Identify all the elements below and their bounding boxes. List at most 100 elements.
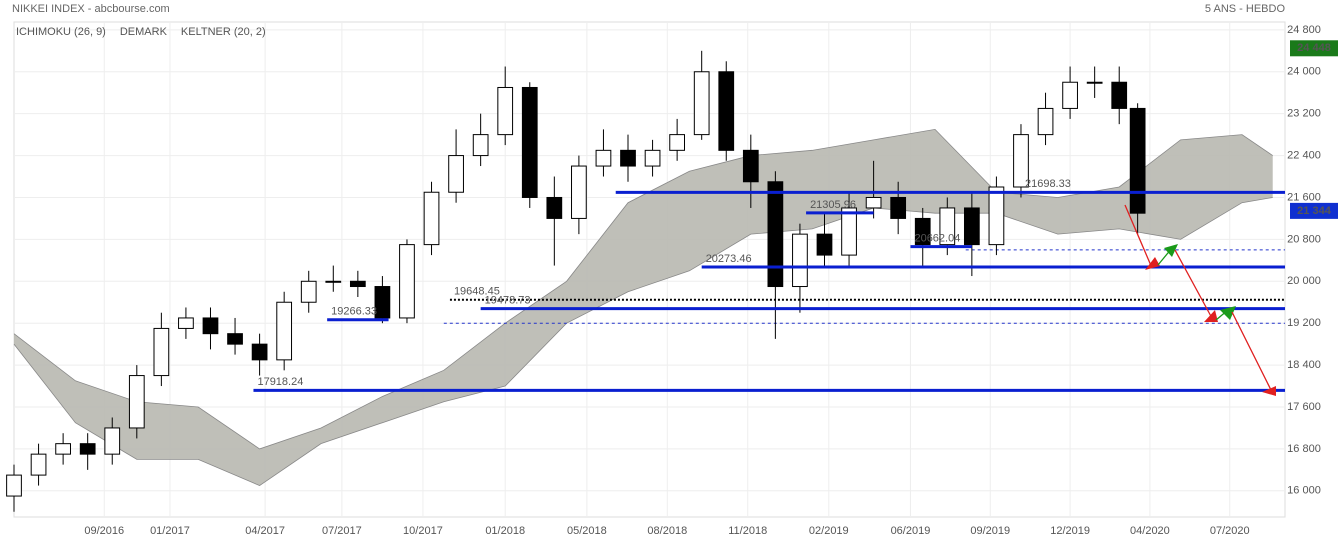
- price-tag-label: 21 344: [1297, 205, 1332, 217]
- y-tick-label: 22 400: [1287, 149, 1321, 161]
- x-tick-label: 04/2017: [245, 525, 285, 537]
- y-tick-label: 18 400: [1287, 359, 1321, 371]
- candle-body: [644, 149, 661, 167]
- candle-body: [718, 71, 735, 151]
- price-tag: [1290, 40, 1338, 57]
- x-tick-label: 05/2018: [567, 525, 607, 537]
- scenario-arrows: [1124, 204, 1276, 396]
- candle-body: [669, 134, 685, 151]
- price-tag: [1290, 202, 1338, 219]
- x-tick-label: 09/2016: [84, 525, 124, 537]
- x-tick-label: 01/2017: [150, 525, 190, 537]
- arrowhead: [1164, 244, 1178, 257]
- candle-body: [104, 427, 121, 455]
- candle-body: [300, 280, 317, 303]
- candle-body: [448, 155, 464, 193]
- y-tick-label: 20 800: [1287, 233, 1321, 245]
- candle-body: [6, 474, 22, 497]
- candle-body: [349, 280, 366, 288]
- candle-body: [521, 86, 538, 198]
- y-tick-label: 24 000: [1287, 66, 1321, 78]
- candle-body: [767, 181, 784, 288]
- y-tick-label: 19 200: [1287, 317, 1321, 329]
- level-label: 19648.45: [454, 286, 500, 298]
- candle-body: [914, 217, 931, 246]
- candle-body: [79, 443, 96, 455]
- level-label: 20662.04: [914, 233, 960, 245]
- chart-subtitle: 5 ANS - HEBDO: [1205, 3, 1286, 15]
- level-label: 19478.73: [485, 294, 531, 306]
- y-tick-label: 16 800: [1287, 443, 1321, 455]
- level-label: 19266.33: [331, 306, 377, 318]
- level-label: 21698.33: [1025, 178, 1071, 190]
- x-tick-label: 06/2019: [891, 525, 931, 537]
- x-tick-label: 04/2020: [1130, 525, 1170, 537]
- candle-body: [251, 343, 268, 361]
- candle-body: [1129, 107, 1146, 214]
- x-tick-label: 11/2018: [728, 525, 767, 537]
- candle-body: [841, 207, 857, 256]
- candle-body: [963, 207, 980, 246]
- plot: 19648.45 21698.33 21305.96 20662.04 20273.46…: [6, 22, 1285, 517]
- arrow: [1174, 249, 1214, 321]
- legend-entry: ICHIMOKU (26, 9): [16, 26, 106, 38]
- candle-body: [792, 233, 808, 288]
- level-label: 21305.96: [810, 199, 856, 211]
- level-label: 17918.24: [257, 376, 303, 388]
- candle-body: [497, 86, 514, 136]
- candle-body: [890, 196, 907, 219]
- candle-body: [227, 333, 243, 345]
- x-tick-label: 12/2019: [1050, 525, 1090, 537]
- x-tick-label: 09/2019: [970, 525, 1010, 537]
- candle-body: [399, 244, 415, 319]
- candle-body: [325, 280, 342, 283]
- chart-title: NIKKEI INDEX - abcbourse.com: [12, 3, 170, 15]
- candle-body: [374, 286, 391, 319]
- candle-body: [1062, 81, 1078, 109]
- x-tick-label: 08/2018: [647, 525, 687, 537]
- candle-body: [276, 301, 293, 361]
- candle-body: [128, 375, 145, 429]
- candle-body: [571, 165, 587, 219]
- arrowhead: [1145, 257, 1160, 270]
- candle-body: [153, 327, 170, 377]
- candle-body: [1037, 107, 1054, 136]
- x-tick-label: 07/2020: [1210, 525, 1250, 537]
- cloud-edge: [13, 197, 1273, 487]
- x-tick-label: 01/2018: [485, 525, 525, 537]
- level-label: 20273.46: [706, 253, 752, 265]
- candle-body: [742, 149, 759, 183]
- candle-body: [620, 149, 636, 167]
- candle-body: [988, 186, 1005, 246]
- candle-body: [178, 317, 194, 329]
- candle-body: [546, 196, 563, 219]
- candle-body: [30, 453, 47, 476]
- plot-frame: [13, 21, 1286, 518]
- candle-body: [202, 317, 219, 335]
- candle-body: [865, 196, 882, 209]
- arrow: [1231, 311, 1273, 393]
- candle-body: [1111, 81, 1128, 109]
- candle-body: [693, 71, 710, 136]
- x-tick-label: 02/2019: [809, 525, 849, 537]
- y-tick-label: 17 600: [1287, 401, 1321, 413]
- candle-body: [1086, 81, 1103, 84]
- legend-entry: KELTNER (20, 2): [181, 26, 266, 38]
- ichimoku-cloud: [14, 129, 1273, 486]
- arrowhead: [1220, 306, 1236, 320]
- price-tag-label: 24 448: [1297, 42, 1331, 54]
- candle-body: [423, 191, 440, 246]
- candle-body: [816, 233, 833, 256]
- arrow: [1124, 204, 1153, 269]
- candle-body: [1013, 134, 1029, 188]
- candle-body: [939, 207, 956, 246]
- x-tick-label: 07/2017: [322, 525, 362, 537]
- candle-body: [472, 134, 489, 157]
- y-tick-label: 20 000: [1287, 275, 1321, 287]
- y-tick-label: 16 000: [1287, 485, 1321, 497]
- y-tick-label: 23 200: [1287, 108, 1321, 120]
- arrowhead: [1262, 386, 1276, 396]
- y-tick-label: 21 600: [1287, 191, 1321, 203]
